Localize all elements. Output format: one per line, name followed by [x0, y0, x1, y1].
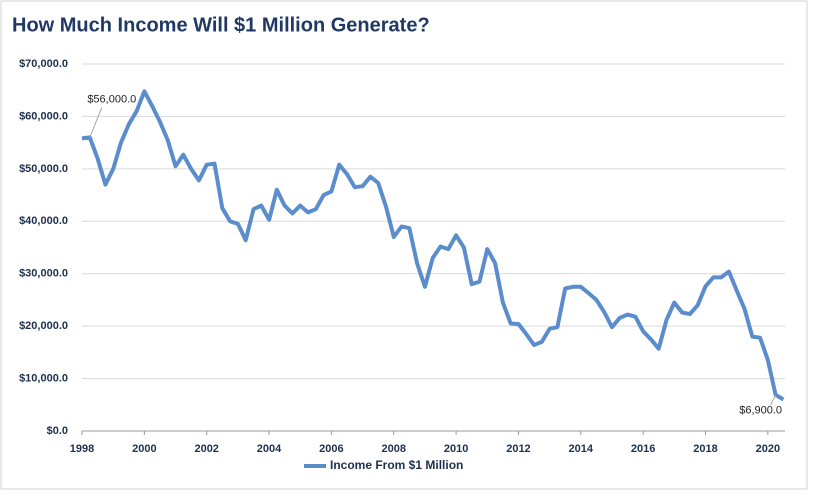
y-tick-label: $20,000.0: [19, 320, 68, 332]
y-tick-label: $10,000.0: [19, 372, 68, 384]
x-tick-label: 2016: [631, 443, 655, 455]
data-label: $6,900.0: [739, 405, 782, 417]
x-tick-label: 2008: [382, 443, 406, 455]
x-tick-label: 2018: [693, 443, 717, 455]
label-leader: [89, 107, 103, 138]
y-tick-label: $60,000.0: [19, 110, 68, 122]
chart-border: [0, 0, 808, 490]
y-tick-label: $40,000.0: [19, 215, 68, 227]
label-leader: [770, 394, 777, 406]
data-label: $56,000.0: [87, 93, 136, 105]
x-tick-label: 2010: [444, 443, 468, 455]
y-tick-label: $70,000.0: [19, 58, 68, 70]
x-tick-label: 2006: [319, 443, 343, 455]
x-tick-label: 2020: [756, 443, 780, 455]
legend-label: Income From $1 Million: [330, 458, 463, 472]
y-tick-label: $0.0: [47, 425, 68, 437]
x-tick-label: 2014: [569, 443, 594, 455]
x-tick-label: 2000: [132, 443, 156, 455]
x-tick-label: 2012: [506, 443, 530, 455]
chart-title: How Much Income Will $1 Million Generate…: [12, 14, 430, 36]
x-tick-label: 1998: [70, 443, 94, 455]
y-tick-label: $50,000.0: [19, 163, 68, 175]
y-tick-label: $30,000.0: [19, 268, 68, 280]
x-tick-label: 2004: [257, 443, 282, 455]
x-tick-label: 2002: [194, 443, 218, 455]
data-line: [81, 89, 785, 402]
